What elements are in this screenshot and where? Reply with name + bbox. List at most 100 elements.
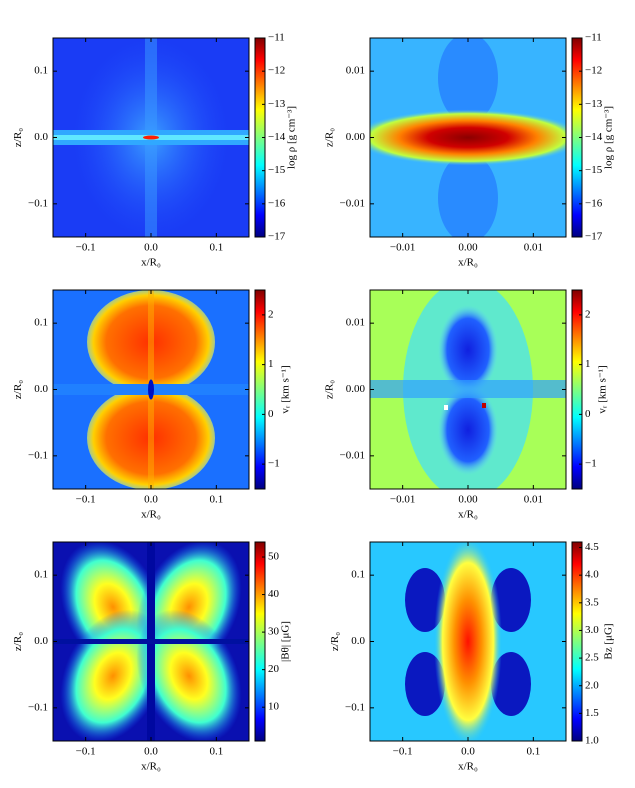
colorbar-label: log ρ [g cm⁻³] (285, 106, 297, 169)
colorbar-tick-label: 30 (268, 626, 280, 638)
colorbar-tick-label: 4.5 (585, 541, 599, 553)
colorbar-tick-label: 50 (268, 551, 280, 563)
colorbar-tick-label: 40 (268, 588, 280, 600)
colorbar (254, 289, 266, 490)
field-image (370, 290, 566, 489)
x-axis-label: x/R₀ (141, 509, 161, 521)
colorbar (571, 289, 583, 490)
colorbar-tick-label: 10 (268, 701, 280, 713)
colorbar-tick-label: −12 (268, 65, 285, 77)
x-tick-label: 0.1 (209, 746, 223, 758)
x-axis-label: x/R₀ (458, 761, 478, 773)
colorbar-tick-label: −13 (268, 98, 286, 110)
x-tick-label: 0.1 (209, 242, 223, 254)
y-tick-label: 0.1 (34, 317, 48, 329)
x-tick-label: 0.0 (144, 242, 158, 254)
colorbar-tick-label: 1.5 (585, 707, 599, 719)
y-tick-label: −0.01 (340, 197, 365, 209)
x-tick-label: −0.01 (390, 242, 415, 254)
y-tick-label: 0.1 (351, 569, 365, 581)
colorbar-tick-label: 3.0 (585, 624, 599, 636)
colorbar-tick-label: 3.5 (585, 596, 599, 608)
colorbar-tick-label: 2 (268, 308, 274, 320)
colorbar-label: |Bθ| [μG] (280, 621, 292, 662)
x-tick-label: 0.01 (524, 242, 543, 254)
field-image (53, 290, 249, 489)
x-tick-label: 0.0 (144, 494, 158, 506)
colorbar-label: log ρ [g cm⁻³] (602, 106, 614, 169)
y-axis-label: z/R₀ (324, 380, 336, 399)
x-tick-label: 0.1 (209, 494, 223, 506)
colorbar-tick-label: −17 (585, 231, 603, 243)
x-tick-label: −0.1 (76, 494, 96, 506)
x-tick-label: −0.01 (390, 494, 415, 506)
x-axis-label: x/R₀ (458, 509, 478, 521)
field-image (370, 38, 566, 237)
x-tick-label: −0.1 (393, 746, 413, 758)
y-tick-label: 0.0 (34, 635, 48, 647)
x-tick-label: 0.0 (144, 746, 158, 758)
colorbar-tick-label: 4.0 (585, 569, 599, 581)
colorbar-tick-label: 2 (585, 308, 591, 320)
x-tick-label: −0.1 (76, 242, 96, 254)
colorbar-tick-label: −14 (268, 131, 286, 143)
y-tick-label: 0.1 (34, 65, 48, 77)
colorbar-tick-label: −15 (268, 164, 286, 176)
colorbar-tick-label: −14 (585, 131, 603, 143)
y-tick-label: −0.1 (28, 197, 48, 209)
colorbar-tick-label: −12 (585, 65, 602, 77)
colorbar-tick-label: 2.5 (585, 652, 599, 664)
colorbar-tick-label: 2.0 (585, 679, 599, 691)
y-axis-label: z/R₀ (12, 380, 24, 399)
colorbar-tick-label: 1.0 (585, 735, 599, 747)
y-tick-label: 0.00 (346, 131, 366, 143)
y-axis-label: z/R₀ (12, 632, 24, 651)
colorbar-tick-label: −17 (268, 231, 286, 243)
colorbar-tick-label: −11 (585, 32, 602, 44)
colorbar (254, 541, 266, 742)
y-tick-label: 0.1 (34, 569, 48, 581)
colorbar-label: vᵣ [km s⁻¹] (280, 365, 292, 413)
y-tick-label: −0.1 (28, 701, 48, 713)
colorbar-tick-label: −16 (585, 197, 603, 209)
x-tick-label: 0.01 (524, 494, 543, 506)
x-axis-label: x/R₀ (141, 257, 161, 269)
colorbar-tick-label: −1 (585, 458, 597, 470)
colorbar-label: Bz [μG] (602, 623, 614, 659)
y-tick-label: −0.1 (28, 449, 48, 461)
y-tick-label: 0.0 (34, 383, 48, 395)
x-axis-label: x/R₀ (141, 761, 161, 773)
y-tick-label: −0.01 (340, 449, 365, 461)
colorbar-tick-label: 0 (585, 408, 591, 420)
colorbar-tick-label: 1 (268, 358, 274, 370)
y-axis-label: z/R₀ (324, 128, 336, 147)
x-tick-label: 0.0 (461, 746, 475, 758)
colorbar-tick-label: 20 (268, 663, 280, 675)
x-tick-label: −0.1 (76, 746, 96, 758)
x-tick-label: 0.00 (458, 242, 478, 254)
colorbar-tick-label: −15 (585, 164, 603, 176)
colorbar-tick-label: −13 (585, 98, 603, 110)
x-tick-label: 0.00 (458, 494, 478, 506)
y-tick-label: 0.0 (351, 635, 365, 647)
colorbar-tick-label: −1 (268, 458, 280, 470)
y-axis-label: z/R₀ (12, 128, 24, 147)
field-image (370, 542, 566, 741)
colorbar-tick-label: −11 (268, 32, 285, 44)
y-tick-label: 0.01 (346, 65, 365, 77)
field-image (53, 38, 249, 237)
y-tick-label: −0.1 (345, 701, 365, 713)
x-axis-label: x/R₀ (458, 257, 478, 269)
x-tick-label: 0.1 (526, 746, 540, 758)
colorbar (571, 541, 583, 742)
field-image (53, 542, 249, 741)
colorbar-tick-label: −16 (268, 197, 286, 209)
colorbar-tick-label: 1 (585, 358, 591, 370)
colorbar-label: vᵣ [km s⁻¹] (597, 365, 609, 413)
y-axis-label: z/R₀ (329, 632, 341, 651)
y-tick-label: 0.01 (346, 317, 365, 329)
colorbar-tick-label: 0 (268, 408, 274, 420)
y-tick-label: 0.0 (34, 131, 48, 143)
y-tick-label: 0.00 (346, 383, 366, 395)
